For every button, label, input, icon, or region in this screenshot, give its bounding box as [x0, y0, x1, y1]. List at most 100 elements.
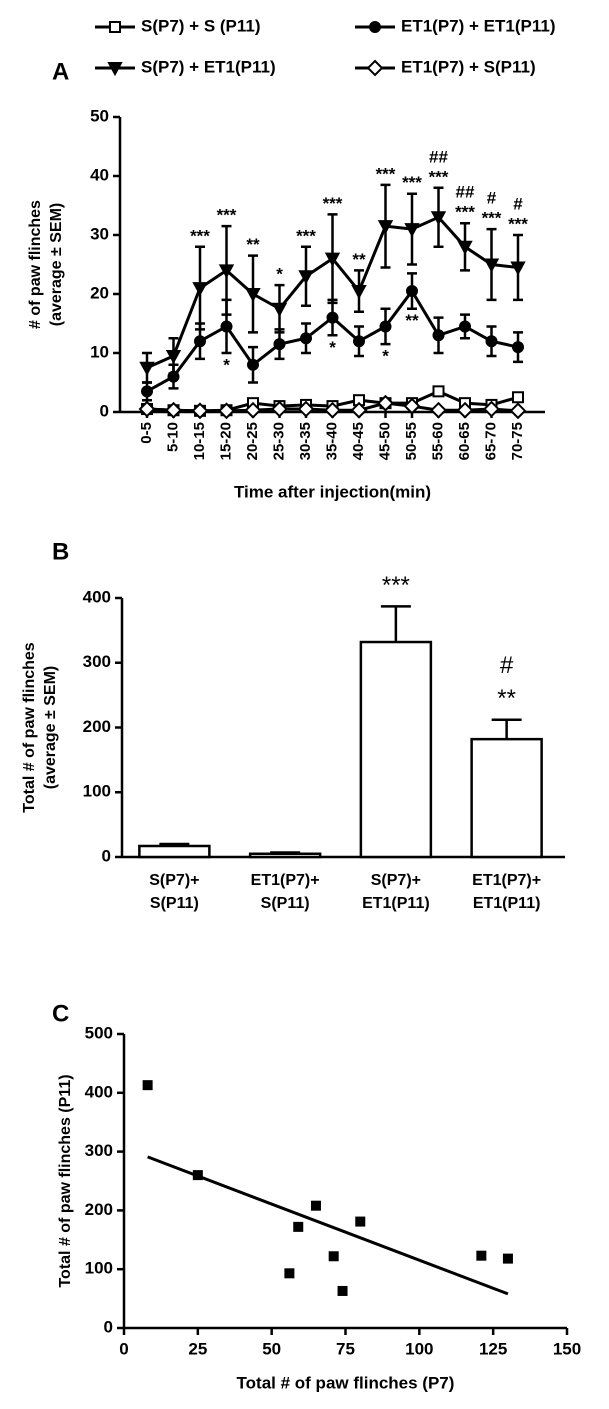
significance: ***	[455, 203, 475, 222]
x-tick-label: 60-65	[456, 422, 473, 460]
x-tick-label: 15-20	[217, 422, 234, 460]
marker	[512, 391, 524, 404]
y-tick-label: 100	[85, 1259, 113, 1278]
marker	[271, 302, 288, 317]
marker	[194, 335, 206, 348]
marker	[245, 288, 261, 303]
y-tick-label: 100	[83, 782, 111, 801]
marker	[326, 311, 339, 324]
y-tick-label: 0	[102, 846, 111, 865]
x-tick-label: ET1(P11)	[473, 895, 541, 912]
significance: #	[487, 189, 497, 208]
significance: ***	[190, 226, 210, 245]
significance: **	[405, 311, 419, 330]
y-tick-label: 400	[83, 587, 111, 606]
marker	[139, 361, 155, 376]
marker	[377, 220, 394, 235]
marker	[141, 385, 153, 398]
x-tick-label: 50-55	[403, 422, 420, 460]
x-tick-label: 70-75	[509, 422, 526, 460]
significance: ***	[508, 214, 528, 233]
marker	[297, 400, 315, 418]
y-tick-label: 300	[83, 652, 111, 671]
x-tick-label: S(P7)+	[149, 872, 199, 889]
x-tick-label: 0-5	[138, 422, 155, 444]
x-tick-label: 5-10	[164, 422, 181, 452]
panel-label: C	[52, 1000, 69, 1027]
point	[476, 1250, 487, 1261]
significance: #	[500, 652, 514, 679]
y-tick-label: 50	[90, 106, 109, 125]
marker	[406, 285, 418, 298]
significance: ***	[429, 167, 449, 186]
legend-marker	[369, 21, 381, 33]
significance: ##	[429, 147, 448, 166]
marker	[324, 252, 341, 267]
point	[355, 1216, 366, 1227]
bar	[248, 852, 322, 859]
legend-label: ET1(P7) + ET1(P11)	[401, 16, 555, 35]
marker	[483, 400, 500, 418]
x-tick-label: S(P7)+	[371, 872, 421, 889]
significance: ***	[217, 206, 237, 225]
significance: *	[223, 355, 230, 374]
legend-label: ET1(P7) + S(P11)	[401, 57, 536, 76]
marker	[512, 341, 524, 354]
y-axis-label: Total # of paw flinches (P11)	[57, 1074, 74, 1287]
x-tick-label: 65-70	[482, 422, 499, 460]
y-tick-label: 40	[90, 165, 109, 184]
y-tick-label: 30	[90, 224, 109, 243]
marker	[350, 401, 368, 419]
significance: ***	[376, 164, 396, 183]
marker	[403, 397, 421, 415]
y-tick-label: 200	[83, 717, 111, 736]
panel-label: A	[52, 58, 69, 85]
marker	[430, 401, 447, 419]
x-tick-label: 125	[479, 1339, 507, 1358]
marker	[191, 402, 209, 420]
y-axis-label: (average ± SEM)	[42, 666, 59, 790]
marker	[165, 349, 182, 365]
marker	[509, 402, 527, 420]
x-tick-label: 40-45	[350, 422, 367, 460]
significance: ***	[323, 194, 343, 213]
significance: ***	[482, 209, 502, 228]
y-axis-label: (average ± SEM)	[48, 203, 65, 327]
marker	[271, 400, 288, 418]
y-tick-label: 200	[85, 1200, 113, 1219]
point	[142, 1080, 153, 1091]
marker	[273, 338, 286, 351]
marker	[324, 401, 341, 419]
significance: #	[513, 194, 523, 213]
x-axis-label: Time after injection(min)	[234, 482, 431, 501]
x-tick-label: S(P11)	[261, 895, 310, 912]
bar	[359, 640, 433, 859]
marker	[300, 332, 312, 345]
significance: **	[497, 685, 516, 712]
x-tick-label: 75	[336, 1339, 355, 1358]
marker	[247, 358, 259, 371]
marker	[218, 402, 235, 420]
x-tick-label: 35-40	[323, 422, 340, 460]
y-tick-label: 0	[104, 1317, 113, 1336]
y-tick-label: 500	[85, 1023, 113, 1042]
marker	[430, 211, 447, 226]
significance: *	[382, 347, 389, 366]
panel-label: B	[52, 538, 69, 565]
marker	[459, 320, 471, 333]
y-tick-label: 10	[90, 342, 109, 361]
marker	[220, 320, 233, 333]
marker	[404, 223, 420, 238]
x-tick-label: 45-50	[376, 422, 393, 460]
marker	[432, 329, 445, 342]
marker	[165, 401, 182, 419]
significance: **	[246, 235, 260, 254]
legend-marker	[366, 59, 384, 77]
x-tick-label: ET1(P11)	[362, 895, 430, 912]
point	[293, 1221, 304, 1232]
significance: **	[352, 250, 366, 269]
significance: ##	[456, 183, 475, 202]
y-tick-label: 20	[90, 283, 109, 302]
marker	[456, 401, 474, 419]
